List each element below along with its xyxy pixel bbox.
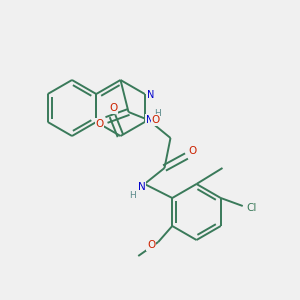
Text: O: O [188,146,196,156]
Text: O: O [152,115,160,125]
Text: H: H [154,110,161,118]
Text: O: O [110,103,118,113]
Text: Cl: Cl [247,203,257,213]
Text: O: O [147,240,155,250]
Text: O: O [95,119,104,129]
Text: N: N [147,90,154,100]
Text: H: H [129,190,136,200]
Text: N: N [146,115,153,125]
Text: N: N [138,182,146,192]
